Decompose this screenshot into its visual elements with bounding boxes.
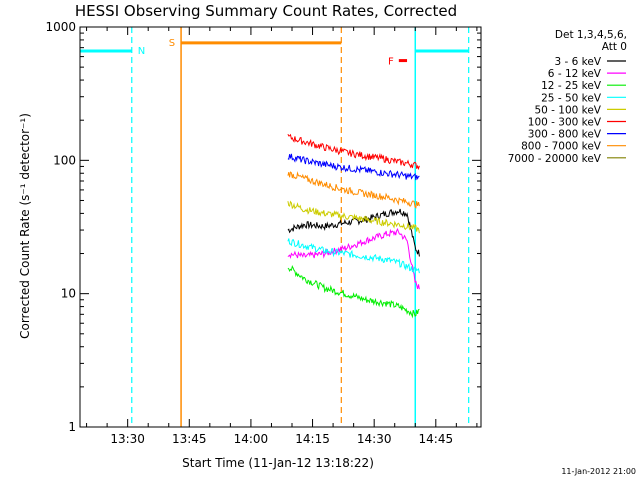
y-tick-label: 10 — [61, 287, 76, 301]
x-tick-label: 14:00 — [234, 432, 269, 446]
legend-header-line2: Att 0 — [602, 41, 627, 53]
legend-header-line1: Det 1,3,4,5,6, — [555, 29, 627, 41]
y-axis-label: Corrected Count Rate (s⁻¹ detector⁻¹) — [18, 113, 32, 339]
series-line — [287, 200, 420, 234]
x-axis-label: Start Time (11-Jan-12 13:18:22) — [182, 456, 374, 470]
plot-frame — [79, 26, 482, 428]
y-tick-label: 1 — [68, 420, 76, 434]
saa-label: S — [169, 38, 175, 49]
x-tick-label: 14:30 — [357, 432, 392, 446]
x-tick-label: 14:15 — [295, 432, 330, 446]
chart-title: HESSI Observing Summary Count Rates, Cor… — [75, 2, 457, 20]
x-tick-label: 13:45 — [172, 432, 207, 446]
event-annotations: N S F — [80, 27, 470, 427]
legend-label: 100 - 300 keV — [528, 117, 602, 129]
legend-label: 7000 - 20000 keV — [508, 153, 602, 165]
legend-label: 12 - 25 keV — [541, 80, 602, 92]
legend-label: 25 - 50 keV — [541, 92, 602, 104]
legend-label: 6 - 12 keV — [548, 68, 602, 80]
legend-label: 50 - 100 keV — [534, 104, 601, 116]
series-line — [287, 153, 420, 181]
y-tick-label: 100 — [53, 153, 76, 167]
footer-timestamp: 11-Jan-2012 21:00 — [561, 467, 636, 476]
series-line — [287, 227, 420, 290]
night-label: N — [138, 46, 145, 57]
y-tick-label: 1000 — [45, 20, 76, 34]
series-line — [287, 238, 420, 274]
series-line — [287, 264, 420, 319]
legend-label: 3 - 6 keV — [554, 56, 601, 68]
series-group — [287, 133, 420, 319]
x-tick-label: 13:30 — [110, 432, 145, 446]
series-line — [287, 171, 420, 209]
legend-label: 300 - 800 keV — [528, 129, 602, 141]
legend-label: 800 - 7000 keV — [521, 141, 602, 153]
series-line — [287, 133, 420, 171]
x-tick-label: 14:45 — [419, 432, 454, 446]
axes: 13:30 13:45 14:00 14:15 14:30 14:45 1 10 100 1000 — [45, 20, 482, 446]
flare-label: F — [388, 57, 394, 68]
